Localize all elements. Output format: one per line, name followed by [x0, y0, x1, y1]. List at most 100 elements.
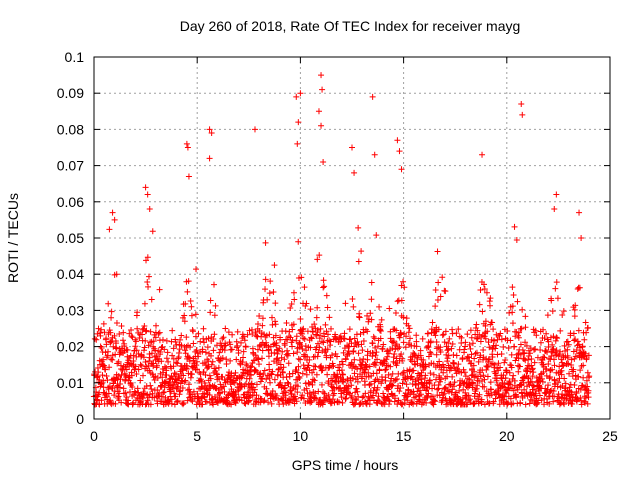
data-point [392, 376, 399, 383]
data-point [360, 337, 367, 344]
data-point [175, 383, 182, 390]
data-point [100, 320, 107, 327]
data-point [111, 332, 118, 339]
data-point [180, 401, 187, 408]
x-tick-label: 0 [90, 428, 98, 444]
data-point [568, 362, 575, 369]
data-point [501, 359, 508, 366]
data-point [311, 321, 318, 328]
data-point [147, 401, 154, 408]
data-point [339, 378, 346, 385]
data-point [564, 360, 571, 367]
data-point [582, 394, 589, 401]
data-point [417, 352, 424, 359]
data-point [543, 366, 550, 373]
data-point [248, 363, 255, 370]
data-point [317, 332, 324, 339]
data-point [206, 155, 213, 162]
data-point [266, 290, 273, 297]
data-point [198, 378, 205, 385]
y-tick-label: 0.07 [57, 158, 84, 174]
data-point [563, 395, 570, 402]
data-point [193, 347, 200, 354]
data-point [108, 314, 115, 321]
data-point [448, 365, 455, 372]
data-point [251, 126, 258, 133]
x-axis-label: GPS time / hours [292, 457, 399, 473]
data-point [320, 284, 327, 291]
data-point [216, 349, 223, 356]
data-point [398, 166, 405, 173]
data-point [106, 364, 113, 371]
data-point [497, 330, 504, 337]
data-point [269, 314, 276, 321]
data-point [195, 353, 202, 360]
data-point [354, 366, 361, 373]
data-point [369, 340, 376, 347]
data-point [157, 348, 164, 355]
data-point [255, 320, 262, 327]
data-point [264, 390, 271, 397]
data-point [442, 288, 449, 295]
data-point [483, 289, 490, 296]
data-point [565, 341, 572, 348]
data-point [149, 390, 156, 397]
data-point [277, 379, 284, 386]
data-point [111, 392, 118, 399]
data-point [184, 144, 191, 151]
data-point [144, 191, 151, 198]
data-point [530, 346, 537, 353]
data-point [433, 351, 440, 358]
data-point [450, 352, 457, 359]
data-point [320, 339, 327, 346]
data-point [227, 341, 234, 348]
data-point [316, 252, 323, 259]
data-point [305, 362, 312, 369]
data-point [314, 353, 321, 360]
data-point [293, 398, 300, 405]
data-point [374, 356, 381, 363]
data-point [413, 332, 420, 339]
data-point [172, 393, 179, 400]
data-point [293, 337, 300, 344]
data-point [578, 397, 585, 404]
data-point [97, 332, 104, 339]
data-point [451, 364, 458, 371]
data-point [559, 362, 566, 369]
data-point [389, 339, 396, 346]
data-point [147, 328, 154, 335]
data-point [533, 332, 540, 339]
data-point [252, 329, 259, 336]
data-point [318, 381, 325, 388]
data-point [98, 326, 105, 333]
data-point [339, 361, 346, 368]
data-point [439, 394, 446, 401]
data-point [315, 388, 322, 395]
data-point [252, 401, 259, 408]
data-point [446, 335, 453, 342]
data-point [427, 338, 434, 345]
data-point [259, 322, 266, 329]
data-point [399, 380, 406, 387]
data-point [163, 355, 170, 362]
data-point [174, 397, 181, 404]
data-point [146, 206, 153, 213]
data-point [316, 344, 323, 351]
data-point [354, 338, 361, 345]
x-tick-label: 5 [193, 428, 201, 444]
data-point [141, 300, 148, 307]
data-point [107, 329, 114, 336]
data-point [433, 339, 440, 346]
data-point [303, 347, 310, 354]
data-point [153, 352, 160, 359]
data-point [228, 401, 235, 408]
data-point [442, 384, 449, 391]
data-point [280, 401, 287, 408]
data-point [309, 381, 316, 388]
data-point [539, 378, 546, 385]
data-point [366, 382, 373, 389]
data-point [437, 376, 444, 383]
data-point [506, 309, 513, 316]
data-point [530, 369, 537, 376]
data-point [578, 401, 585, 408]
